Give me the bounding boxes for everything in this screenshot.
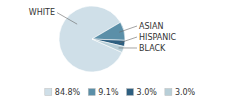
legend-item: 84.8% [45,88,81,97]
leader-line [57,13,77,25]
legend-label: 84.8% [55,88,81,97]
legend-swatch [88,89,95,96]
legend-item: 3.0% [165,88,196,97]
annotation: BLACK [139,44,166,53]
legend-item: 9.1% [88,88,119,97]
pie-slice [92,39,124,52]
pie-slice [92,22,125,40]
annotation: ASIAN [139,22,163,31]
legend-item: 3.0% [127,88,158,97]
legend: 84.8% 9.1% 3.0% 3.0% [45,88,196,97]
legend-label: 9.1% [98,88,119,97]
chart: WHITE ASIAN HISPANIC BLACK 84.8% 9.1% 3.0% 3.0% [0,0,240,100]
leader-line [120,37,137,43]
annotation: WHITE [29,8,55,17]
annotation: HISPANIC [139,33,177,42]
leader-line [119,47,137,48]
legend-swatch [127,89,134,96]
legend-swatch [165,89,172,96]
pie [59,6,125,72]
legend-label: 3.0% [175,88,196,97]
annotations: WHITE ASIAN HISPANIC BLACK [29,8,177,52]
legend-label: 3.0% [137,88,158,97]
legend-swatch [45,89,52,96]
leader-line [119,26,137,32]
